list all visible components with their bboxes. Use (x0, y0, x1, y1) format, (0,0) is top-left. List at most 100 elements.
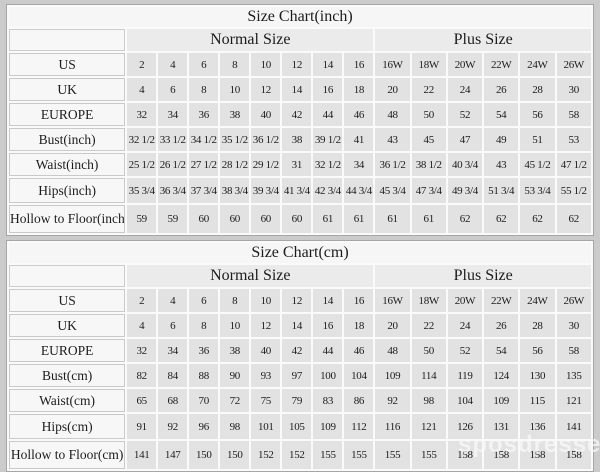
size-cell: 119 (447, 364, 483, 387)
size-cell: 12 (282, 53, 312, 76)
size-cell: 35 3/4 (127, 178, 157, 203)
size-cell: 33 1/2 (158, 128, 188, 151)
size-cell: 61 (344, 205, 374, 233)
size-cell: 38 (220, 103, 250, 126)
size-cell: 53 (556, 128, 591, 151)
size-cell: 25 1/2 (127, 153, 157, 176)
size-cell: 47 (447, 128, 483, 151)
size-cell: 42 (282, 103, 312, 126)
size-cell: 34 (158, 103, 188, 126)
size-cell: 16 (344, 53, 374, 76)
size-cell: 48 (375, 339, 410, 362)
size-cell: 38 (282, 128, 312, 151)
size-cell: 86 (344, 389, 374, 412)
size-cell: 47 3/4 (411, 178, 446, 203)
size-cell: 136 (520, 414, 555, 439)
table-row: Waist(inch) 25 1/2 26 1/2 27 1/2 28 1/2 29 1/… (9, 153, 591, 176)
size-cell: 98 (411, 389, 446, 412)
size-cell: 32 (127, 339, 157, 362)
size-cell: 10 (251, 53, 281, 76)
size-cell: 6 (189, 289, 219, 312)
size-cell: 61 (313, 205, 343, 233)
size-group-row: Normal Size Plus Size (9, 265, 591, 287)
size-cell: 34 (158, 339, 188, 362)
size-cell: 61 (411, 205, 446, 233)
size-cell: 41 (344, 128, 374, 151)
size-cell: 150 (220, 441, 250, 469)
size-cell: 30 (556, 314, 591, 337)
size-cell: 16 (344, 289, 374, 312)
table-row: UK 4 6 8 10 12 14 16 18 20 22 24 26 28 30 (9, 78, 591, 101)
size-cell: 58 (556, 103, 591, 126)
row-label: EUROPE (9, 103, 126, 126)
size-cell: 26 1/2 (158, 153, 188, 176)
size-cell: 75 (251, 389, 281, 412)
size-chart-inch: Size Chart(inch) Normal Size Plus Size U… (6, 4, 594, 236)
size-cell: 2 (127, 289, 157, 312)
size-cell: 62 (520, 205, 555, 233)
size-cell: 2 (127, 53, 157, 76)
size-cell: 54 (484, 339, 519, 362)
size-cell: 141 (127, 441, 157, 469)
size-cell: 49 (484, 128, 519, 151)
size-cell: 91 (127, 414, 157, 439)
table-title-row: Size Chart(inch) (9, 7, 591, 27)
normal-size-header: Normal Size (127, 265, 374, 287)
row-label: Waist(cm) (9, 389, 126, 412)
size-cell: 28 1/2 (220, 153, 250, 176)
size-cell: 56 (520, 103, 555, 126)
size-cell: 147 (158, 441, 188, 469)
size-cell: 62 (447, 205, 483, 233)
size-cell: 101 (251, 414, 281, 439)
table-row: Waist(cm) 65 68 70 72 75 79 83 86 92 98 104 109 115 12… (9, 389, 591, 412)
size-cell: 6 (158, 314, 188, 337)
size-cell: 112 (344, 414, 374, 439)
size-cell: 59 (127, 205, 157, 233)
size-cell: 59 (158, 205, 188, 233)
table-row: US 2 4 6 8 10 12 14 16 16W 18W 20W 22W 24W 26W (9, 289, 591, 312)
size-cell: 93 (251, 364, 281, 387)
size-cell: 135 (556, 364, 591, 387)
size-cell: 6 (189, 53, 219, 76)
size-cell: 22 (411, 314, 446, 337)
size-cell: 116 (375, 414, 410, 439)
size-cell: 88 (189, 364, 219, 387)
size-cell: 70 (189, 389, 219, 412)
size-cell: 14 (282, 78, 312, 101)
size-cell: 68 (158, 389, 188, 412)
size-cell: 44 (313, 339, 343, 362)
table-row: EUROPE 32 34 36 38 40 42 44 46 48 50 52 54 56 58 (9, 103, 591, 126)
size-cell: 24W (520, 289, 555, 312)
size-cell: 45 1/2 (520, 153, 555, 176)
size-cell: 121 (556, 389, 591, 412)
size-cell: 22W (484, 53, 519, 76)
size-cell: 55 1/2 (556, 178, 591, 203)
size-cell: 22 (411, 78, 446, 101)
size-cell: 39 1/2 (313, 128, 343, 151)
size-cell: 6 (158, 78, 188, 101)
size-cell: 98 (220, 414, 250, 439)
size-cell: 44 (313, 103, 343, 126)
row-label: Hollow to Floor(cm) (9, 441, 126, 469)
table-title-row: Size Chart(cm) (9, 243, 591, 263)
row-label: Bust(cm) (9, 364, 126, 387)
size-cell: 65 (127, 389, 157, 412)
size-cell: 36 3/4 (158, 178, 188, 203)
size-cell: 126 (447, 414, 483, 439)
size-cell: 130 (520, 364, 555, 387)
size-cell: 115 (520, 389, 555, 412)
row-label: Bust(inch) (9, 128, 126, 151)
size-cell: 158 (520, 441, 555, 469)
size-cell: 20W (447, 53, 483, 76)
table-row: Bust(inch) 32 1/2 33 1/2 34 1/2 35 1/2 36 1/2… (9, 128, 591, 151)
size-cell: 60 (282, 205, 312, 233)
size-cell: 32 1/2 (127, 128, 157, 151)
size-cell: 47 1/2 (556, 153, 591, 176)
size-cell: 36 (189, 103, 219, 126)
size-table-inch: Size Chart(inch) Normal Size Plus Size U… (6, 4, 594, 236)
size-cell: 155 (313, 441, 343, 469)
size-cell: 14 (282, 314, 312, 337)
size-cell: 155 (375, 441, 410, 469)
size-cell: 109 (484, 389, 519, 412)
size-cell: 18W (411, 53, 446, 76)
